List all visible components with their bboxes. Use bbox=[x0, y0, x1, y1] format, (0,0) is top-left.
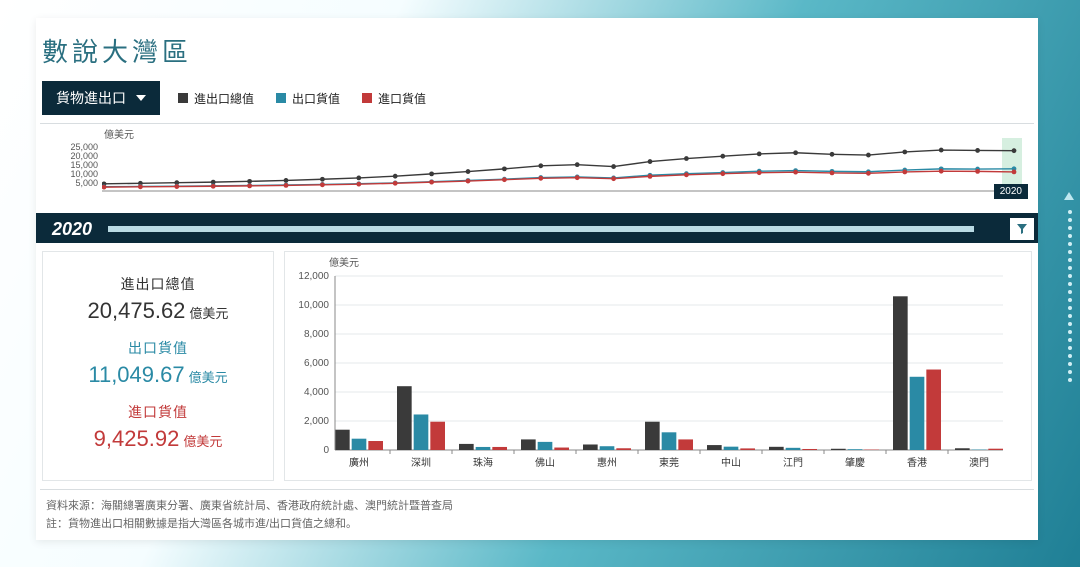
chevron-down-icon bbox=[136, 95, 146, 101]
body-row: 進出口總值 20,475.62億美元 出口貨值 11,049.67億美元 進口貨… bbox=[36, 243, 1038, 481]
bar[interactable] bbox=[459, 444, 474, 450]
bar-chart-svg[interactable]: 0 2,000 4,000 6,000 8,000 10,000 12,000 廣州 深圳 珠海 佛… bbox=[291, 258, 1011, 476]
year-slider-thumb[interactable] bbox=[974, 222, 982, 236]
bar[interactable] bbox=[645, 422, 660, 450]
svg-text:佛山: 佛山 bbox=[535, 456, 555, 469]
bar[interactable] bbox=[476, 447, 491, 450]
metric-dropdown[interactable]: 貨物進出口 bbox=[42, 81, 160, 115]
bar-y-label: 億美元 bbox=[329, 254, 359, 269]
svg-text:肇慶: 肇慶 bbox=[845, 456, 865, 469]
svg-text:江門: 江門 bbox=[783, 457, 803, 469]
bar[interactable] bbox=[616, 448, 631, 450]
timeline-y-ticks: 25,00020,00015,00010,0005,000 bbox=[64, 142, 98, 187]
bar[interactable] bbox=[678, 439, 693, 450]
stat-import-label: 進口貨值 bbox=[49, 402, 267, 422]
legend-label: 出口貨值 bbox=[292, 90, 340, 107]
legend-item[interactable]: 進出口總值 bbox=[178, 90, 254, 107]
svg-text:10,000: 10,000 bbox=[298, 300, 329, 311]
bar[interactable] bbox=[740, 448, 755, 450]
bar[interactable] bbox=[893, 296, 908, 450]
stat-import-value: 9,425.92億美元 bbox=[49, 426, 267, 452]
svg-text:香港: 香港 bbox=[907, 457, 927, 469]
svg-text:6,000: 6,000 bbox=[304, 358, 329, 369]
timeline-year-flag: 2020 bbox=[994, 184, 1028, 199]
bar[interactable] bbox=[397, 386, 412, 450]
side-arrow-icon bbox=[1064, 192, 1074, 200]
legend-item[interactable]: 出口貨值 bbox=[276, 90, 340, 107]
bar[interactable] bbox=[707, 445, 722, 450]
svg-text:深圳: 深圳 bbox=[411, 457, 431, 469]
side-dots bbox=[1068, 210, 1072, 382]
bar[interactable] bbox=[955, 448, 970, 450]
page-title: 數說大灣區 bbox=[36, 18, 1038, 79]
legend-label: 進出口總值 bbox=[194, 90, 254, 107]
svg-text:中山: 中山 bbox=[721, 456, 741, 469]
stat-total-label: 進出口總值 bbox=[49, 274, 267, 294]
footer-note: 註：貨物進出口相關數據是指大灣區各城市進/出口貨值之總和。 bbox=[46, 516, 1028, 534]
bar[interactable] bbox=[554, 448, 569, 450]
legend-swatch bbox=[362, 93, 372, 103]
footer-notes: 資料來源：海關總署廣東分署、廣東省統計局、香港政府統計處、澳門統計暨普查局 註：… bbox=[40, 489, 1034, 533]
footer-source: 資料來源：海關總署廣東分署、廣東省統計局、香港政府統計處、澳門統計暨普查局 bbox=[46, 498, 1028, 516]
bar[interactable] bbox=[600, 446, 615, 450]
legend-swatch bbox=[276, 93, 286, 103]
bar[interactable] bbox=[430, 422, 445, 450]
bar[interactable] bbox=[662, 432, 677, 450]
bar[interactable] bbox=[368, 441, 383, 450]
stat-export-value: 11,049.67億美元 bbox=[49, 362, 267, 388]
svg-text:0: 0 bbox=[323, 445, 329, 456]
bar[interactable] bbox=[724, 447, 739, 450]
bar[interactable] bbox=[988, 449, 1003, 450]
bar[interactable] bbox=[335, 430, 350, 450]
svg-text:2,000: 2,000 bbox=[304, 416, 329, 427]
svg-text:8,000: 8,000 bbox=[304, 329, 329, 340]
bar[interactable] bbox=[352, 439, 367, 450]
bar[interactable] bbox=[769, 447, 784, 450]
legend-swatch bbox=[178, 93, 188, 103]
year-slider-track[interactable] bbox=[108, 226, 982, 232]
year-slider-label: 2020 bbox=[36, 219, 108, 240]
filter-icon bbox=[1016, 223, 1028, 235]
top-bar: 貨物進出口 進出口總值 出口貨值 進口貨值 bbox=[42, 81, 1038, 115]
svg-text:4,000: 4,000 bbox=[304, 387, 329, 398]
bar[interactable] bbox=[910, 377, 925, 450]
stat-export-label: 出口貨值 bbox=[49, 338, 267, 358]
metric-dropdown-label: 貨物進出口 bbox=[56, 88, 126, 108]
svg-text:珠海: 珠海 bbox=[473, 456, 493, 469]
timeline-svg[interactable] bbox=[102, 138, 1022, 194]
bar[interactable] bbox=[926, 370, 941, 450]
svg-text:12,000: 12,000 bbox=[298, 271, 329, 282]
svg-text:東莞: 東莞 bbox=[659, 456, 679, 469]
bar[interactable] bbox=[492, 447, 507, 450]
legend-item[interactable]: 進口貨值 bbox=[362, 90, 426, 107]
stats-card: 進出口總值 20,475.62億美元 出口貨值 11,049.67億美元 進口貨… bbox=[42, 251, 274, 481]
timeline-chart: 億美元 25,00020,00015,00010,0005,000 2020 bbox=[40, 123, 1034, 213]
dashboard-panel: 數說大灣區 貨物進出口 進出口總值出口貨值進口貨值 億美元 25,00020,0… bbox=[36, 18, 1038, 540]
bar[interactable] bbox=[521, 439, 536, 450]
svg-text:惠州: 惠州 bbox=[597, 456, 617, 469]
bar[interactable] bbox=[538, 442, 553, 450]
bar[interactable] bbox=[786, 448, 801, 450]
legend-label: 進口貨值 bbox=[378, 90, 426, 107]
filter-button[interactable] bbox=[1010, 218, 1034, 240]
bar[interactable] bbox=[831, 449, 846, 450]
chart-legend: 進出口總值 出口貨值 進口貨值 bbox=[178, 90, 426, 107]
bar[interactable] bbox=[848, 449, 863, 450]
svg-text:廣州: 廣州 bbox=[349, 456, 369, 469]
year-slider: 2020 bbox=[36, 213, 1038, 243]
stat-total-value: 20,475.62億美元 bbox=[49, 298, 267, 324]
bar[interactable] bbox=[583, 444, 598, 450]
bar[interactable] bbox=[802, 449, 817, 450]
svg-text:澳門: 澳門 bbox=[969, 456, 989, 469]
bar[interactable] bbox=[414, 414, 429, 450]
bar-chart: 億美元 0 2,000 4,000 6,000 8,000 10,000 12,000 廣州 深… bbox=[284, 251, 1032, 481]
